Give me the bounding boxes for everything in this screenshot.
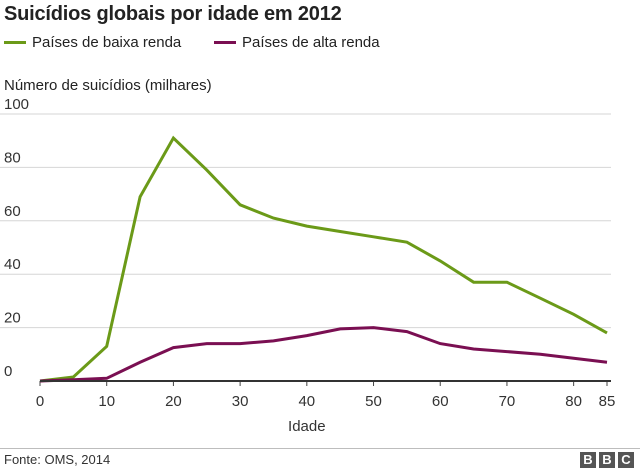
y-axis-label: Número de suicídios (milhares) [4,77,212,94]
series-line-low-income [39,135,608,383]
x-tick-label: 10 [98,393,115,410]
bbc-logo: B B C [580,452,634,468]
legend-label-high-income: Países de alta renda [242,34,380,51]
y-tick-label: 0 [4,363,12,380]
x-tick-label: 0 [36,393,44,410]
line-chart: 0 20 40 60 80 100 0 10 20 30 40 50 60 70 80 85 Idade [0,96,616,435]
legend-item-high-income: Países de alta renda [214,34,380,51]
y-tick-label: 60 [4,203,21,220]
y-tick-label: 100 [4,96,29,113]
bbc-logo-block: B [599,452,615,468]
source-note: Fonte: OMS, 2014 [4,452,111,467]
legend-swatch-high-income [214,40,236,44]
x-tick-label: 30 [232,393,249,410]
y-tick-label: 80 [4,149,21,166]
bbc-logo-block: B [580,452,596,468]
y-tick-label: 40 [4,256,21,273]
legend-label-low-income: Países de baixa renda [32,34,182,51]
x-tick-label: 70 [499,393,516,410]
series-line-high-income [39,326,608,383]
x-tick-label: 80 [565,393,582,410]
chart-title: Suicídios globais por idade em 2012 [4,3,342,25]
x-tick-label: 85 [599,393,616,410]
legend-item-low-income: Países de baixa renda [4,34,181,51]
footer-divider [0,448,640,449]
x-tick-label: 50 [365,393,382,410]
legend-swatch-low-income [4,40,26,44]
y-tick-label: 20 [4,310,21,327]
x-tick-label: 20 [165,393,182,410]
x-tick-label: 40 [298,393,315,410]
x-axis-label: Idade [288,418,326,435]
x-tick-label: 60 [432,393,449,410]
bbc-logo-block: C [618,452,634,468]
